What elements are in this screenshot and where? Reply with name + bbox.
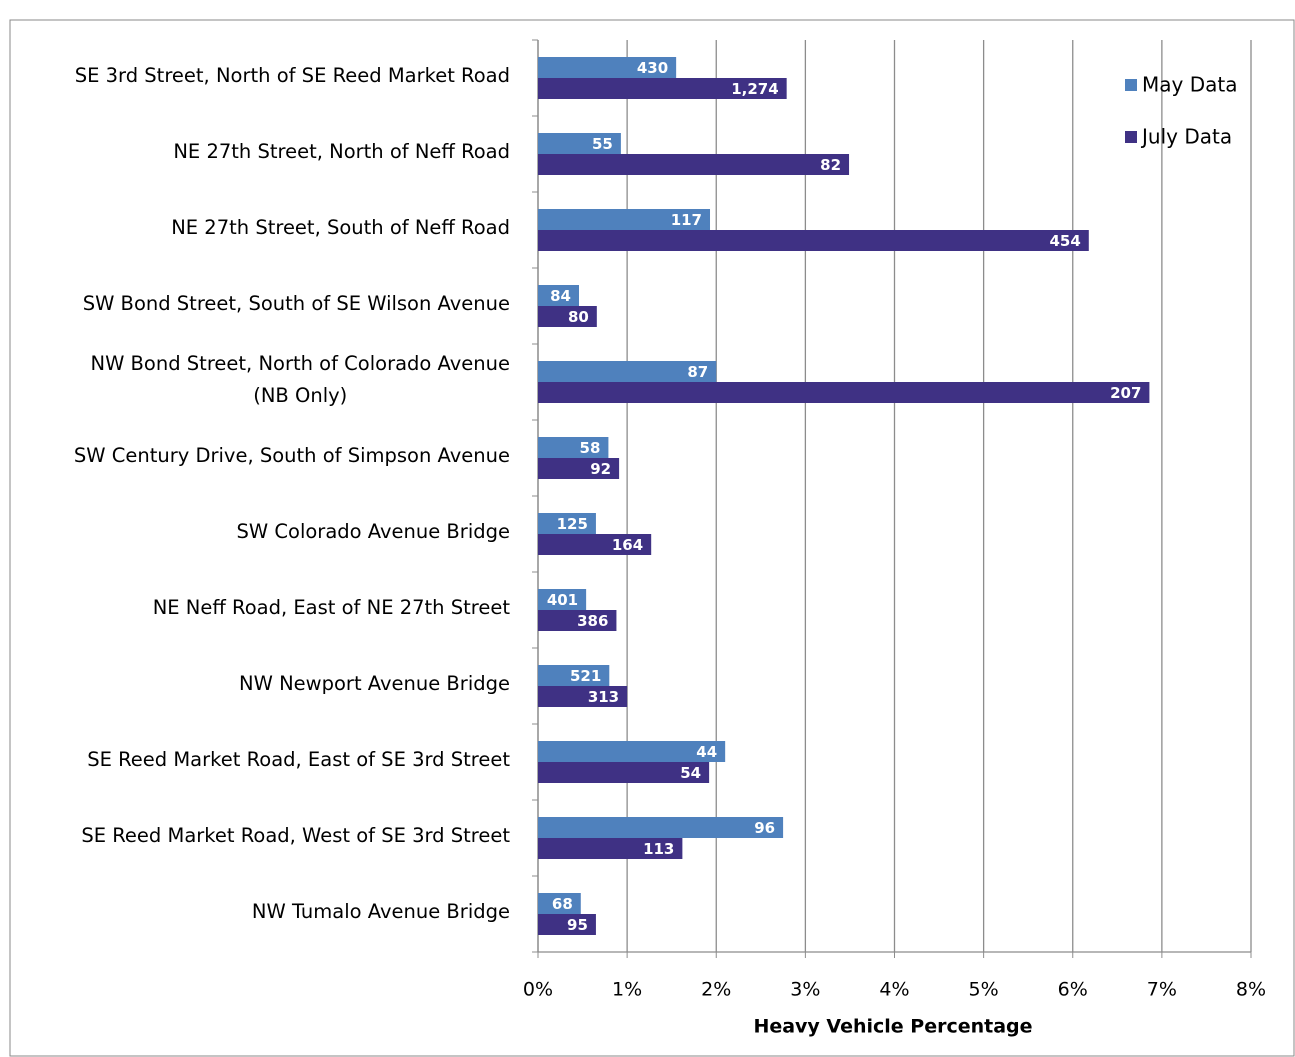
data-label: 164 (612, 536, 643, 554)
y-tick-label: NW Tumalo Avenue Bridge (251, 900, 510, 923)
y-tick-label: NE 27th Street, North of Neff Road (173, 140, 510, 163)
y-tick-label: SE Reed Market Road, East of SE 3rd Stre… (87, 748, 510, 771)
data-label: 1,274 (731, 80, 778, 98)
bar (538, 382, 1150, 403)
bar (538, 361, 717, 382)
x-tick-label: 3% (790, 979, 820, 1001)
data-label: 454 (1049, 232, 1080, 250)
legend-swatch (1125, 131, 1137, 143)
bar (538, 57, 677, 78)
bar (538, 306, 597, 327)
x-tick-label: 7% (1147, 979, 1177, 1001)
x-tick-label: 2% (701, 979, 731, 1001)
x-tick-label: 8% (1236, 979, 1266, 1001)
bar (538, 437, 609, 458)
data-label: 55 (592, 135, 613, 153)
data-label: 117 (671, 211, 702, 229)
bar (538, 78, 787, 99)
data-label: 80 (568, 308, 589, 326)
bar (538, 817, 784, 838)
bar (538, 610, 617, 631)
bar (538, 209, 711, 230)
x-tick-label: 6% (1058, 979, 1088, 1001)
y-tick-label: NE 27th Street, South of Neff Road (171, 216, 510, 239)
data-label: 96 (754, 819, 775, 837)
data-label: 386 (577, 612, 608, 630)
data-label: 87 (687, 363, 708, 381)
data-label: 401 (547, 591, 578, 609)
bar (538, 589, 587, 610)
data-label: 84 (550, 287, 571, 305)
data-label: 125 (557, 515, 588, 533)
data-label: 44 (696, 743, 717, 761)
bar (538, 154, 850, 175)
bar (538, 285, 579, 306)
bar (538, 230, 1089, 251)
y-tick-label: NW Bond Street, North of Colorado Avenue… (90, 352, 510, 407)
bar (538, 133, 621, 154)
bar (538, 893, 581, 914)
bar (538, 513, 596, 534)
y-tick-label: SW Century Drive, South of Simpson Avenu… (73, 444, 510, 467)
data-label: 68 (552, 895, 573, 913)
data-label: 207 (1110, 384, 1141, 402)
y-tick-label: SE 3rd Street, North of SE Reed Market R… (74, 64, 510, 87)
bar (538, 458, 620, 479)
data-label: 58 (580, 439, 601, 457)
bar (538, 838, 683, 859)
data-label: 113 (643, 840, 674, 858)
bar (538, 762, 710, 783)
bar (538, 534, 652, 555)
y-tick-label: NW Newport Avenue Bridge (239, 672, 510, 695)
y-tick-label: SW Bond Street, South of SE Wilson Avenu… (82, 292, 510, 315)
y-tick-label: SE Reed Market Road, West of SE 3rd Stre… (81, 824, 510, 847)
y-tick-label: NE Neff Road, East of NE 27th Street (152, 596, 510, 619)
data-label: 92 (590, 460, 611, 478)
x-tick-label: 1% (612, 979, 642, 1001)
legend-label: May Data (1142, 73, 1237, 97)
legend-swatch (1125, 79, 1137, 91)
data-label: 95 (567, 916, 588, 934)
data-label: 54 (680, 764, 701, 782)
x-axis-title: Heavy Vehicle Percentage (753, 1016, 1032, 1038)
legend-label: July Data (1140, 125, 1232, 149)
data-label: 313 (588, 688, 619, 706)
bar (538, 741, 726, 762)
data-label: 521 (570, 667, 601, 685)
data-label: 430 (637, 59, 668, 77)
x-tick-label: 0% (523, 979, 553, 1001)
x-tick-label: 5% (969, 979, 999, 1001)
chart-border (9, 19, 1295, 1057)
bar (538, 686, 628, 707)
y-tick-label: SW Colorado Avenue Bridge (236, 520, 510, 543)
bar (538, 914, 596, 935)
data-label: 82 (820, 156, 841, 174)
x-tick-label: 4% (879, 979, 909, 1001)
bar (538, 665, 610, 686)
